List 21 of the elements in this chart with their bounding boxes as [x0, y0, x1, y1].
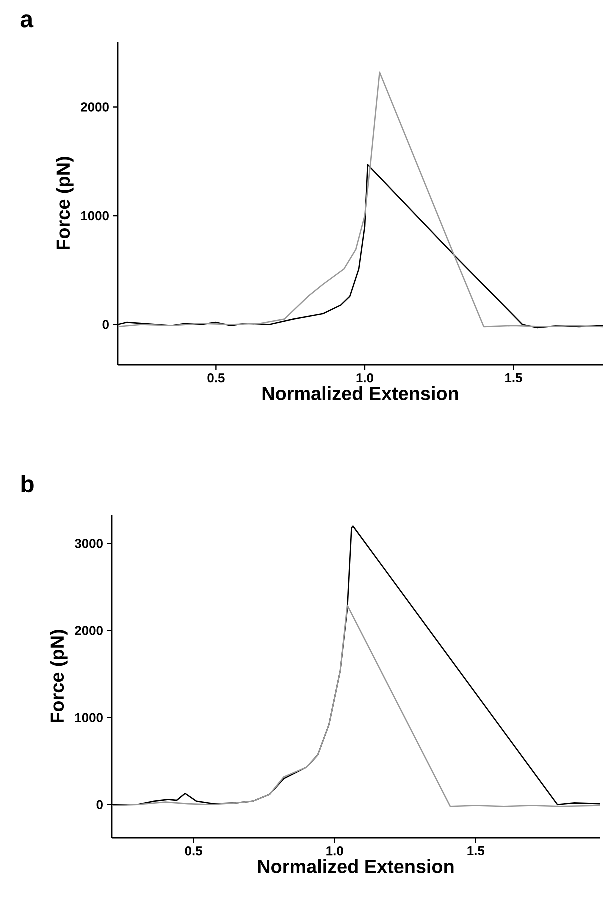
- y-axis-title: Force (pN): [56, 157, 74, 250]
- x-tick-label: 1.0: [326, 846, 344, 856]
- y-tick-label: 2000: [81, 102, 109, 112]
- y-tick-label: 0: [102, 320, 109, 330]
- x-tick-label: 0.5: [208, 374, 225, 383]
- x-tick-label: 0.5: [185, 846, 202, 856]
- line-series: [118, 72, 604, 328]
- x-tick-label: 1.5: [468, 846, 485, 856]
- y-tick-label: 0: [96, 800, 103, 810]
- x-tick-label: 1.0: [356, 374, 374, 383]
- y-tick-label: 3000: [74, 539, 103, 548]
- y-axis-title: Force (pN): [50, 630, 68, 723]
- y-tick-label: 1000: [75, 713, 103, 722]
- x-tick-label: 1.5: [506, 374, 522, 383]
- line-series: [112, 604, 600, 808]
- x-axis-title: Normalized Extension: [258, 860, 454, 874]
- y-tick-label: 1000: [81, 211, 109, 221]
- x-axis-title: Normalized Extension: [262, 386, 458, 400]
- y-tick-label: 2000: [75, 626, 103, 636]
- chart-title: b: [22, 475, 34, 493]
- chart-title: a: [20, 14, 34, 28]
